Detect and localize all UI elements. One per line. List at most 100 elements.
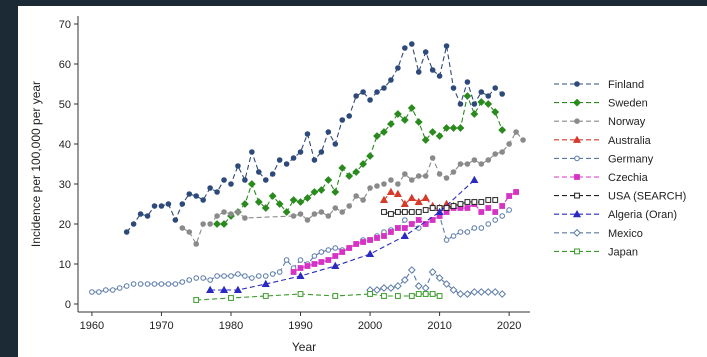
data-point — [249, 149, 255, 155]
data-point — [492, 85, 499, 91]
data-point — [179, 201, 186, 207]
data-point — [422, 173, 429, 179]
legend-item-algeria-oran: Algeria (Oran) — [554, 209, 677, 221]
data-point — [429, 67, 436, 73]
series-czechia — [290, 189, 519, 275]
data-point — [442, 124, 451, 132]
series-finland — [123, 41, 505, 235]
legend-item-sweden: Sweden — [554, 98, 648, 110]
data-point — [254, 198, 263, 206]
data-point — [485, 205, 492, 211]
data-point — [256, 273, 262, 279]
legend-label: Algeria (Oran) — [608, 209, 677, 221]
data-point — [240, 200, 249, 208]
data-point — [499, 91, 505, 97]
data-point — [367, 97, 373, 103]
data-point — [151, 281, 158, 287]
data-point — [262, 177, 269, 183]
data-point — [367, 185, 373, 191]
data-point — [339, 249, 346, 255]
data-point — [414, 118, 423, 126]
data-point — [235, 271, 241, 277]
legend-item-usa-search: USA (SEARCH) — [554, 191, 686, 203]
data-point — [165, 201, 172, 207]
data-point — [478, 89, 485, 95]
data-point — [282, 208, 291, 216]
data-point — [421, 193, 430, 202]
data-point — [324, 176, 333, 184]
data-point — [402, 171, 408, 177]
data-point — [165, 281, 172, 287]
data-point — [478, 199, 485, 205]
data-point — [492, 197, 499, 203]
data-point — [242, 177, 248, 183]
data-point — [172, 217, 179, 223]
data-point — [261, 279, 270, 288]
data-point — [359, 160, 368, 168]
y-tick-label: 70 — [59, 19, 71, 31]
legend-item-japan: Japan — [554, 246, 638, 258]
data-point — [414, 282, 423, 290]
data-point — [436, 171, 443, 177]
data-point — [290, 155, 297, 161]
data-point — [422, 207, 429, 213]
data-point — [395, 181, 401, 187]
plot-area — [89, 41, 526, 303]
legend-marker — [573, 228, 581, 237]
legend-marker — [572, 135, 582, 143]
data-point — [276, 157, 283, 163]
legend-item-czechia: Czechia — [554, 172, 649, 184]
legend-marker — [574, 81, 580, 87]
data-point — [380, 284, 388, 292]
data-point — [443, 205, 450, 211]
data-point — [235, 209, 241, 215]
data-point — [408, 209, 415, 215]
data-point — [381, 293, 387, 299]
data-point — [206, 285, 215, 294]
data-point — [506, 207, 512, 213]
data-point — [130, 281, 137, 287]
data-point — [345, 172, 354, 180]
legend-label: Mexico — [608, 228, 643, 240]
data-point — [346, 245, 353, 251]
data-point — [172, 281, 179, 287]
data-point — [429, 217, 436, 223]
data-point — [387, 120, 395, 128]
data-point — [304, 263, 311, 269]
data-point — [373, 132, 381, 140]
data-point — [429, 155, 436, 161]
data-point — [394, 209, 401, 215]
data-point — [228, 181, 234, 187]
data-point — [256, 169, 262, 175]
x-tick-label: 1990 — [288, 320, 312, 332]
data-point — [331, 188, 340, 196]
legend-item-norway: Norway — [554, 116, 646, 128]
data-point — [380, 128, 388, 136]
data-point — [513, 189, 519, 195]
data-point — [332, 141, 339, 147]
data-point — [367, 237, 373, 243]
data-point — [332, 205, 339, 211]
data-point — [214, 189, 220, 195]
data-point — [464, 161, 471, 167]
data-point — [477, 288, 486, 296]
data-point — [422, 49, 429, 55]
data-point — [443, 175, 450, 181]
data-point — [339, 209, 346, 215]
data-point — [179, 279, 186, 285]
data-point — [325, 129, 332, 135]
data-point — [506, 193, 513, 199]
data-point — [457, 201, 464, 207]
data-point — [381, 85, 387, 91]
data-point — [498, 126, 507, 134]
data-point — [338, 164, 347, 172]
y-tick-label: 20 — [59, 219, 71, 231]
data-point — [158, 281, 165, 287]
data-point — [470, 110, 479, 118]
data-point — [311, 253, 318, 259]
legend-item-germany: Germany — [554, 153, 654, 165]
data-point — [96, 289, 102, 295]
legend-label: Czechia — [608, 172, 649, 184]
data-point — [186, 277, 193, 283]
data-point — [268, 192, 277, 200]
